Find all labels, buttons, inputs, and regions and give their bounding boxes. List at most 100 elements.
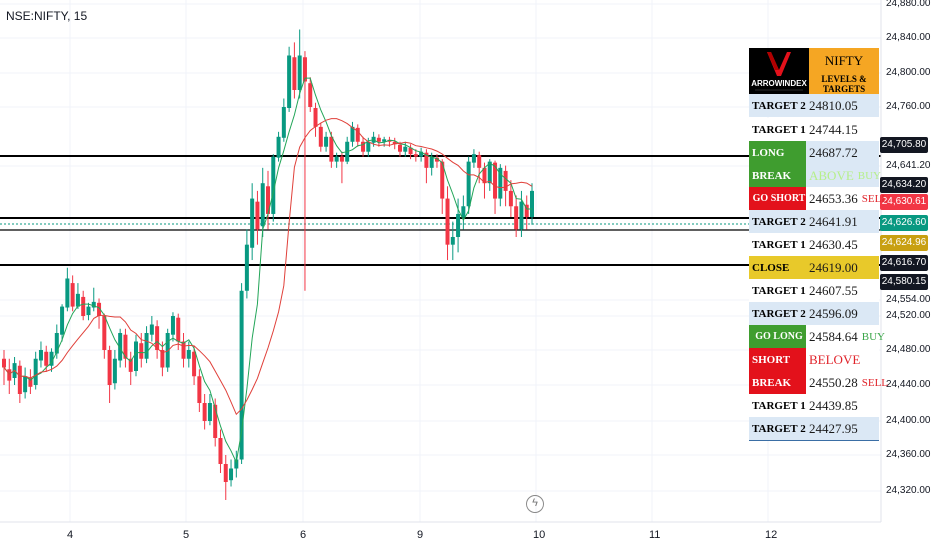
candle-body <box>477 155 482 168</box>
candle-body <box>86 306 91 316</box>
candle-body <box>366 141 371 152</box>
level-value: 24439.85 <box>806 394 879 417</box>
level-value: ABOVE BUY <box>806 164 881 187</box>
candle-body <box>65 278 70 308</box>
level-label: LONG <box>749 141 806 164</box>
level-label: BREAK <box>749 371 806 394</box>
candle-body <box>350 126 355 142</box>
level-value: 24687.72 <box>806 141 879 164</box>
level-row: TARGET 2 24641.91 <box>749 210 879 233</box>
lightning-icon[interactable]: ϟ <box>526 495 544 513</box>
candle-body <box>519 201 524 230</box>
candle-body <box>170 316 175 335</box>
level-value: 24630.45 <box>806 233 879 256</box>
candle-body <box>75 293 80 307</box>
level-value-text: 24596.09 <box>809 305 858 321</box>
candle-body <box>508 190 513 207</box>
candle-body <box>144 333 149 359</box>
candle-body <box>213 404 218 438</box>
price-tick-label: 24,480.00 <box>886 344 931 355</box>
level-value: 24596.09 <box>806 302 879 325</box>
price-tick-label: 24,440.00 <box>886 379 931 390</box>
time-tick-label: 4 <box>67 529 74 541</box>
candle-body <box>223 464 228 482</box>
price-tag: 24,580.15 <box>880 274 928 290</box>
level-signal: SELL <box>861 192 889 205</box>
level-value: 24427.95 <box>806 417 879 440</box>
level-value: 24607.55 <box>806 279 879 302</box>
candle-body <box>33 358 38 385</box>
level-value-text: 24641.91 <box>809 213 858 229</box>
price-tick-label: 24,360.00 <box>886 449 931 460</box>
price-tick-label: 24,320.00 <box>886 485 931 496</box>
candle-body <box>413 154 418 157</box>
level-row: TARGET 1 24744.15 <box>749 118 879 141</box>
candle-body <box>107 350 112 385</box>
moving-average-line <box>3 118 533 416</box>
candle-body <box>503 170 508 191</box>
price-tag: 24,624.96 <box>880 235 928 251</box>
candle-body <box>429 156 434 168</box>
candle-body <box>440 161 445 199</box>
candle-body <box>329 136 334 162</box>
time-tick-label: 5 <box>183 529 190 541</box>
level-row: TARGET 2 24427.95 <box>749 417 879 440</box>
level-row: SHORT BELOVE <box>749 348 879 371</box>
candle-body <box>318 126 323 147</box>
candle-body <box>229 468 234 481</box>
level-signal: SELL <box>861 376 889 389</box>
level-row: TARGET 2 24810.05 <box>749 94 879 117</box>
candle-body <box>445 198 450 245</box>
level-row: TARGET 1 24607.55 <box>749 279 879 302</box>
candle-body <box>266 186 270 214</box>
level-label: SHORT <box>749 348 806 371</box>
candle-body <box>461 206 466 218</box>
candle-body <box>530 190 534 218</box>
level-label: TARGET 1 <box>749 279 806 302</box>
table-header: NIFTY LEVELS & TARGETS <box>809 48 879 94</box>
arrowindex-logo: ARROWINDEX <box>749 48 809 94</box>
candle-body <box>218 438 223 464</box>
candle-body <box>392 141 397 145</box>
level-value: 24584.64 BUY <box>806 325 885 348</box>
candle-body <box>239 290 244 460</box>
candle-body <box>276 136 281 158</box>
level-value: 24744.15 <box>806 118 879 141</box>
level-value-text: 24810.05 <box>809 97 858 113</box>
candle-body <box>192 351 197 377</box>
price-tag: 24,705.80 <box>880 137 928 153</box>
price-tick-label: 24,840.00 <box>886 32 931 43</box>
level-value: 24653.36 SELL <box>806 187 888 210</box>
candle-body <box>134 341 138 371</box>
price-tick-label: 24,880.00 <box>886 0 931 9</box>
candle-body <box>361 141 366 152</box>
level-signal: BUY <box>861 330 885 343</box>
header-subtitle: LEVELS & TARGETS <box>821 74 867 94</box>
candle-body <box>324 136 329 147</box>
level-value-text: 24619.00 <box>809 259 858 275</box>
level-value-text: ABOVE <box>809 167 854 183</box>
level-value-text: 24584.64 <box>809 328 858 344</box>
candle-body <box>250 198 255 248</box>
header-title: NIFTY <box>824 53 864 68</box>
level-value-text: 24630.45 <box>809 236 858 252</box>
level-label: TARGET 2 <box>749 94 806 117</box>
level-row: LONG 24687.72 <box>749 141 879 164</box>
price-tick-label: 24,800.00 <box>886 67 931 78</box>
level-value: 24550.28 SELL <box>806 371 888 394</box>
candle-body <box>514 206 519 230</box>
level-label: TARGET 1 <box>749 233 806 256</box>
level-value: 24619.00 <box>806 256 879 279</box>
candle-body <box>297 55 302 90</box>
price-tag: 24,630.61 <box>880 194 928 210</box>
candle-body <box>287 55 292 108</box>
candle-body <box>456 213 461 237</box>
candle-body <box>139 343 144 359</box>
candle-body <box>308 83 313 107</box>
level-value-text: 24607.55 <box>809 282 858 298</box>
level-value-text: 24653.36 <box>809 190 858 206</box>
candle-body <box>123 334 128 359</box>
candle-body <box>487 161 492 184</box>
candle-body <box>149 324 154 335</box>
